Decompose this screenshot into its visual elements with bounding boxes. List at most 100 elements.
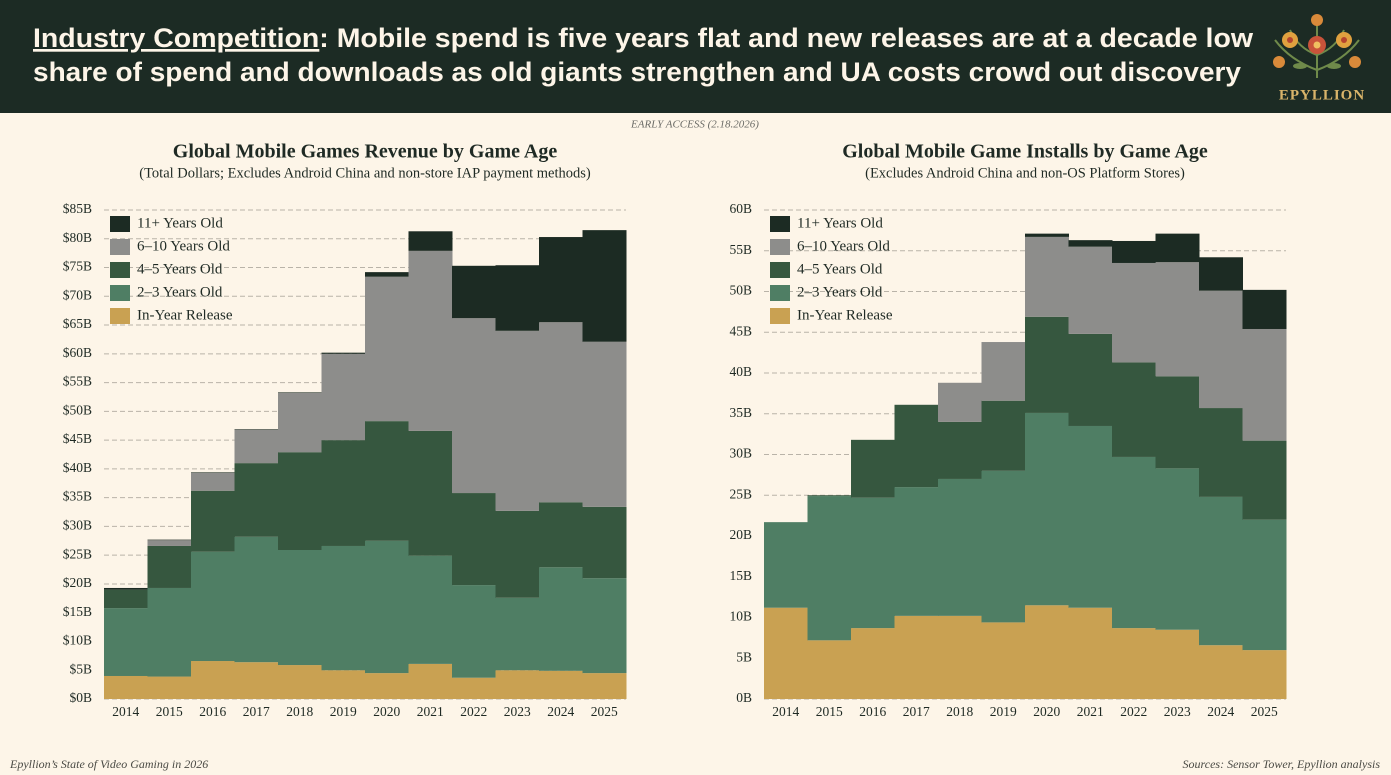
area-segment <box>278 392 322 393</box>
area-segment <box>1025 316 1069 413</box>
area-segment <box>321 353 366 441</box>
area-segment <box>1242 289 1287 329</box>
area-segment <box>191 472 235 473</box>
area-segment <box>938 615 982 699</box>
area-segment <box>1155 629 1200 699</box>
area-segment <box>981 342 1026 401</box>
area-segment <box>147 539 192 541</box>
y-tick-label: $75B <box>63 259 92 274</box>
area-segment <box>582 578 627 674</box>
area-segment <box>234 429 279 430</box>
area-segment <box>191 472 235 491</box>
area-segment <box>938 478 982 616</box>
y-tick-label: 0B <box>736 690 752 705</box>
x-tick-label: 2024 <box>547 704 574 719</box>
area-segment <box>539 502 583 568</box>
area-segment <box>495 597 540 671</box>
area-segment <box>1155 468 1200 630</box>
area-segment <box>1199 257 1243 291</box>
x-tick-label: 2014 <box>112 704 139 719</box>
area-segment <box>147 587 192 677</box>
area-segment <box>408 430 453 556</box>
area-segment <box>807 640 852 699</box>
legend-swatch <box>110 285 130 301</box>
area-segment <box>894 404 939 488</box>
x-tick-label: 2023 <box>1164 704 1191 719</box>
area-segment <box>495 670 540 699</box>
area-segment <box>365 540 409 674</box>
area-segment <box>452 318 496 494</box>
area-segment <box>938 382 982 422</box>
area-segment <box>981 400 1026 471</box>
area-segment <box>764 607 808 699</box>
area-segment <box>851 439 895 498</box>
y-tick-label: $25B <box>63 546 92 561</box>
x-tick-label: 2017 <box>903 704 930 719</box>
area-segment <box>1155 376 1200 469</box>
x-tick-label: 2020 <box>373 704 400 719</box>
y-tick-label: $70B <box>63 287 92 302</box>
y-tick-label: 15B <box>729 568 752 583</box>
area-segment <box>582 341 627 507</box>
area-segment <box>147 545 192 588</box>
x-tick-label: 2016 <box>199 704 226 719</box>
area-segment <box>104 675 148 699</box>
area-segment <box>104 608 148 676</box>
chart-subtitle: (Excludes Android China and non-OS Platf… <box>865 165 1185 181</box>
area-segment <box>495 510 540 598</box>
area-segment <box>365 673 409 699</box>
x-tick-label: 2014 <box>772 704 799 719</box>
legend-label: 11+ Years Old <box>137 215 223 231</box>
area-segment <box>104 587 148 590</box>
area-segment <box>278 452 322 550</box>
area-segment <box>234 429 279 464</box>
area-segment <box>1025 236 1069 317</box>
area-segment <box>981 470 1026 623</box>
area-segment <box>408 663 453 699</box>
area-segment <box>452 265 496 319</box>
y-tick-label: $55B <box>63 374 92 389</box>
chart-subtitle: (Total Dollars; Excludes Android China a… <box>139 165 591 181</box>
y-tick-label: 10B <box>729 609 752 624</box>
x-tick-label: 2019 <box>990 704 1017 719</box>
area-segment <box>147 676 192 699</box>
y-tick-label: 50B <box>729 283 752 298</box>
x-tick-label: 2015 <box>816 704 843 719</box>
area-segment <box>1112 262 1156 363</box>
y-tick-label: $40B <box>63 460 92 475</box>
legend-swatch <box>770 262 790 278</box>
area-segment <box>1068 240 1113 247</box>
y-tick-label: 35B <box>729 405 752 420</box>
x-tick-label: 2023 <box>504 704 531 719</box>
area-segment <box>764 522 808 608</box>
x-tick-label: 2015 <box>156 704 183 719</box>
x-tick-label: 2016 <box>859 704 886 719</box>
area-segment <box>452 677 496 699</box>
header-title-2: share of spend and downloads as old gian… <box>33 57 1241 87</box>
y-tick-label: $30B <box>63 518 92 533</box>
y-tick-label: $85B <box>63 201 92 216</box>
x-tick-label: 2019 <box>330 704 357 719</box>
chart-title: Global Mobile Games Revenue by Game Age <box>173 141 558 163</box>
area-segment <box>1068 246 1113 334</box>
area-segment <box>1199 408 1243 497</box>
area-segment <box>1025 412 1069 606</box>
early-access-note: EARLY ACCESS (2.18.2026) <box>630 119 759 131</box>
area-segment <box>495 330 540 511</box>
header-lead: Industry Competition <box>33 23 319 53</box>
x-tick-label: 2022 <box>1120 704 1147 719</box>
area-segment <box>1242 328 1287 441</box>
area-segment <box>539 322 583 503</box>
y-tick-label: $5B <box>69 661 92 676</box>
area-segment <box>1112 628 1156 699</box>
y-tick-label: 40B <box>729 364 752 379</box>
area-segment <box>191 661 235 699</box>
footer-left: Epyllion’s State of Video Gaming in 2026 <box>9 757 208 771</box>
y-tick-label: 60B <box>729 201 752 216</box>
area-segment <box>452 493 496 586</box>
area-segment <box>1155 233 1200 263</box>
footer-right: Sources: Sensor Tower, Epyllion analysis <box>1183 757 1381 771</box>
area-segment <box>851 497 895 629</box>
brand: EPYLLION <box>1279 87 1365 103</box>
area-segment <box>278 665 322 699</box>
